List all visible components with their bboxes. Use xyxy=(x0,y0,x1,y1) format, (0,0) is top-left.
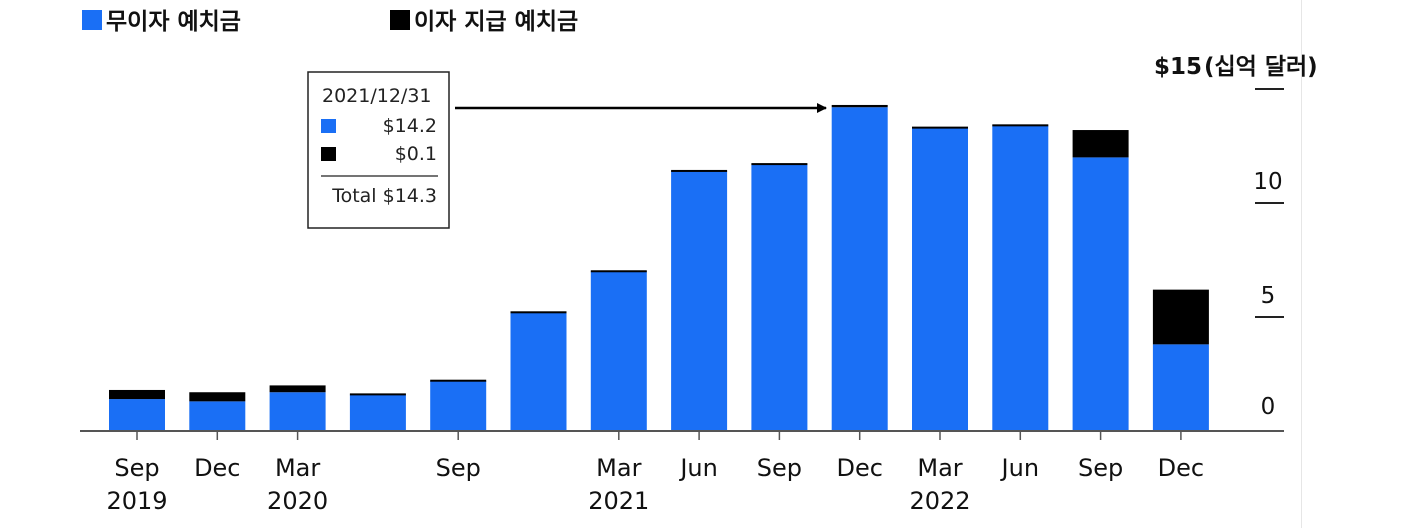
y-tick-label-15: $15 xyxy=(1154,54,1202,80)
x-tick-label-4: Sep xyxy=(436,454,481,482)
bar-interest-2021-09 xyxy=(751,163,808,166)
bar-interest-2021-12 xyxy=(831,104,888,108)
x-tick-label-12: Sep xyxy=(1078,454,1123,482)
right-border xyxy=(1301,0,1302,528)
bar-non-interest-2020-09 xyxy=(430,380,487,431)
x-year-label-2022: 2022 xyxy=(909,487,970,515)
annotation-tooltip: 2021/12/31 $14.2 $0.1 Total $14.3 xyxy=(307,71,450,229)
bar-non-interest-2021-09 xyxy=(751,164,808,432)
x-tick-label-13: Dec xyxy=(1158,454,1204,482)
bar-interest-2020-06 xyxy=(349,393,406,396)
bar-non-interest-2022-06 xyxy=(992,125,1049,431)
bar-non-interest-2020-03 xyxy=(269,392,326,431)
x-tick-label-9: Dec xyxy=(836,454,882,482)
bar-interest-2021-03 xyxy=(590,270,647,273)
bar-interest-2022-09 xyxy=(1072,130,1129,158)
bar-interest-2019-09 xyxy=(109,389,165,400)
x-year-label-2019: 2019 xyxy=(106,487,167,515)
x-tick-label-1: Dec xyxy=(194,454,240,482)
bar-non-interest-2021-06 xyxy=(671,171,728,431)
tooltip-value-interest: $0.1 xyxy=(395,143,437,165)
bar-interest-2022-12 xyxy=(1152,289,1209,345)
bar-non-interest-2022-09 xyxy=(1072,157,1129,431)
bar-interest-2022-03 xyxy=(912,126,968,129)
tooltip-swatch-interest xyxy=(321,147,336,161)
x-tick-label-6: Mar xyxy=(596,454,641,482)
x-year-label-2021: 2021 xyxy=(588,487,649,515)
y-axis: 0 5 10 $15 xyxy=(1154,54,1284,420)
legend-swatch-interest xyxy=(390,10,410,30)
x-tick-label-2: Mar xyxy=(275,454,320,482)
y-unit-label: (십억 달러) xyxy=(1204,54,1318,80)
bar-non-interest-2019-09 xyxy=(109,399,165,431)
y-tick-label-10: 10 xyxy=(1253,169,1282,195)
tooltip-total: Total $14.3 xyxy=(331,185,437,207)
bar-interest-2020-12 xyxy=(510,311,567,314)
bar-interest-2021-06 xyxy=(671,169,728,172)
tooltip-date: 2021/12/31 xyxy=(322,85,432,107)
legend-label-non-interest: 무이자 예치금 xyxy=(106,9,241,35)
bar-non-interest-2020-06 xyxy=(349,394,406,431)
bar-non-interest-2022-12 xyxy=(1152,344,1209,431)
x-tick-label-10: Mar xyxy=(917,454,962,482)
bar-non-interest-2019-12 xyxy=(189,401,246,431)
x-axis: Sep 2019 Dec Mar 2020 Sep Mar 2021 Jun Sep Dec Mar 2… xyxy=(80,430,1284,515)
bar-interest-2020-09 xyxy=(430,379,487,382)
bar-non-interest-2021-12 xyxy=(831,107,888,432)
bar-interest-2022-06 xyxy=(992,124,1049,127)
bar-interest-2019-12 xyxy=(189,392,246,402)
y-tick-label-5: 5 xyxy=(1261,283,1276,309)
y-tick-label-0: 0 xyxy=(1261,394,1276,420)
bar-interest-2020-03 xyxy=(269,385,326,393)
bar-non-interest-2020-12 xyxy=(510,312,567,431)
tooltip-value-non-interest: $14.2 xyxy=(383,115,437,137)
bars-group xyxy=(109,104,1209,432)
x-tick-label-0: Sep xyxy=(114,454,159,482)
x-year-label-2020: 2020 xyxy=(267,487,328,515)
legend-swatch-non-interest xyxy=(82,10,102,30)
x-tick-label-11: Jun xyxy=(1000,454,1040,482)
x-tick-label-8: Sep xyxy=(757,454,802,482)
legend-label-interest: 이자 지급 예치금 xyxy=(414,9,578,35)
x-tick-label-7: Jun xyxy=(678,454,718,482)
bar-non-interest-2022-03 xyxy=(912,127,968,431)
bar-non-interest-2021-03 xyxy=(590,271,647,431)
tooltip-swatch-non-interest xyxy=(321,119,336,133)
